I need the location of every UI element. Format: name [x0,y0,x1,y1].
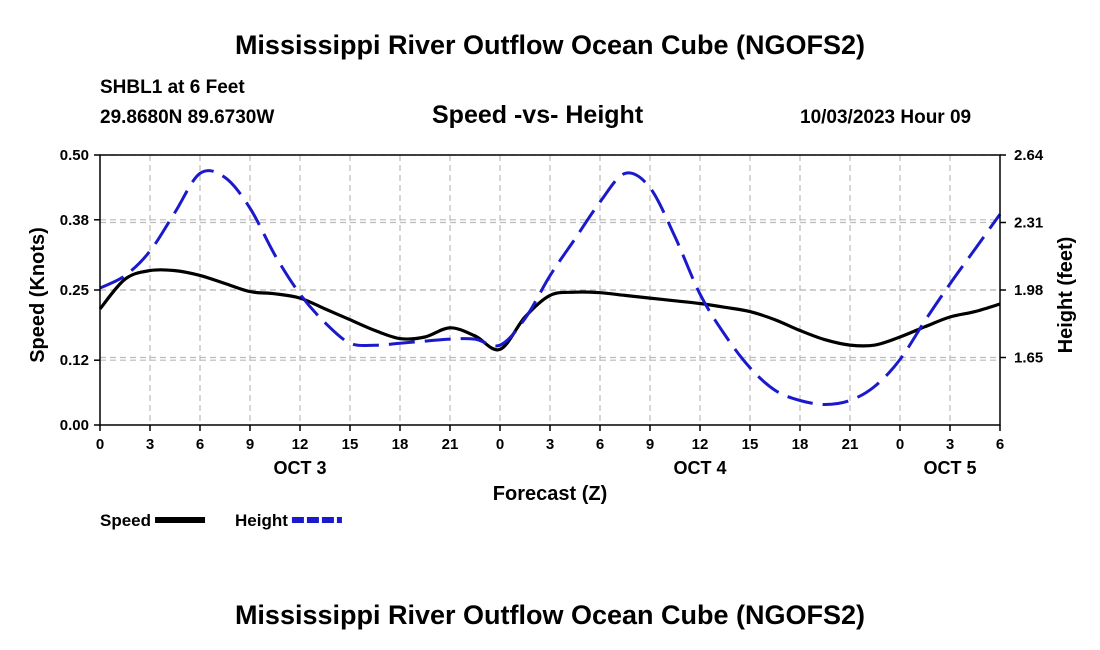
series-lines [98,169,1002,406]
y-tick-label: 0.50 [60,147,89,164]
x-tick-label: 6 [596,436,604,453]
grid [100,154,1000,425]
axes [94,154,1006,431]
x-axis-title: Forecast (Z) [493,483,607,505]
page-title: Mississippi River Outflow Ocean Cube (NG… [234,30,866,60]
x-tick-label: 15 [342,436,359,453]
footer-title: Mississippi River Outflow Ocean Cube (NG… [234,600,866,630]
speed-height-chart: 0 3 6 9 12 15 18 21 0 3 6 9 12 15 18 21 0 3 6 0.00 0.12 0.25 0… [27,147,1077,530]
x-tick-label: 21 [842,436,859,453]
chart-subtitle: Speed -vs- Height [432,101,644,129]
day-label: OCT 5 [923,458,976,478]
x-tick-label: 12 [292,436,309,453]
series-line-speed [98,268,1001,352]
y2-tick-label: 1.98 [1014,282,1043,299]
legend-label: Speed [100,511,151,530]
y-tick-label: 0.12 [60,352,89,369]
x-tick-label: 3 [546,436,554,453]
x-tick-label: 6 [996,436,1004,453]
x-tick-label: 9 [246,436,254,453]
y2-tick-label: 1.65 [1014,350,1043,367]
x-tick-label: 3 [946,436,954,453]
x-tick-label: 12 [692,436,709,453]
day-label: OCT 3 [273,458,326,478]
day-label: OCT 4 [673,458,726,478]
x-tick-label: 0 [496,436,504,453]
y-axis-title: Speed (Knots) [27,227,49,363]
y2-axis-title: Height (feet) [1055,237,1077,354]
forecast-datetime: 10/03/2023 Hour 09 [800,107,972,128]
x-tick-label: 21 [442,436,459,453]
x-tick-label: 0 [96,436,104,453]
station-label: SHBL1 at 6 Feet [100,77,245,98]
x-tick-label: 15 [742,436,759,453]
station-coordinates: 29.8680N 89.6730W [100,107,275,128]
legend: Speed Height [100,511,342,530]
x-tick-label: 0 [896,436,904,453]
x-tick-label: 18 [792,436,809,453]
series-line-height [99,169,1002,406]
legend-label: Height [235,511,288,530]
x-tick-label: 18 [392,436,409,453]
x-tick-label: 9 [646,436,654,453]
y-tick-label: 0.00 [60,417,89,434]
x-tick-label: 3 [146,436,154,453]
y2-tick-label: 2.64 [1014,147,1044,164]
y-tick-label: 0.38 [60,212,89,229]
axis-labels: 0 3 6 9 12 15 18 21 0 3 6 9 12 15 18 21 0 3 6 0.00 0.12 0.25 0… [27,147,1077,505]
y2-tick-label: 2.31 [1014,215,1043,232]
y-tick-label: 0.25 [60,282,89,299]
x-tick-label: 6 [196,436,204,453]
